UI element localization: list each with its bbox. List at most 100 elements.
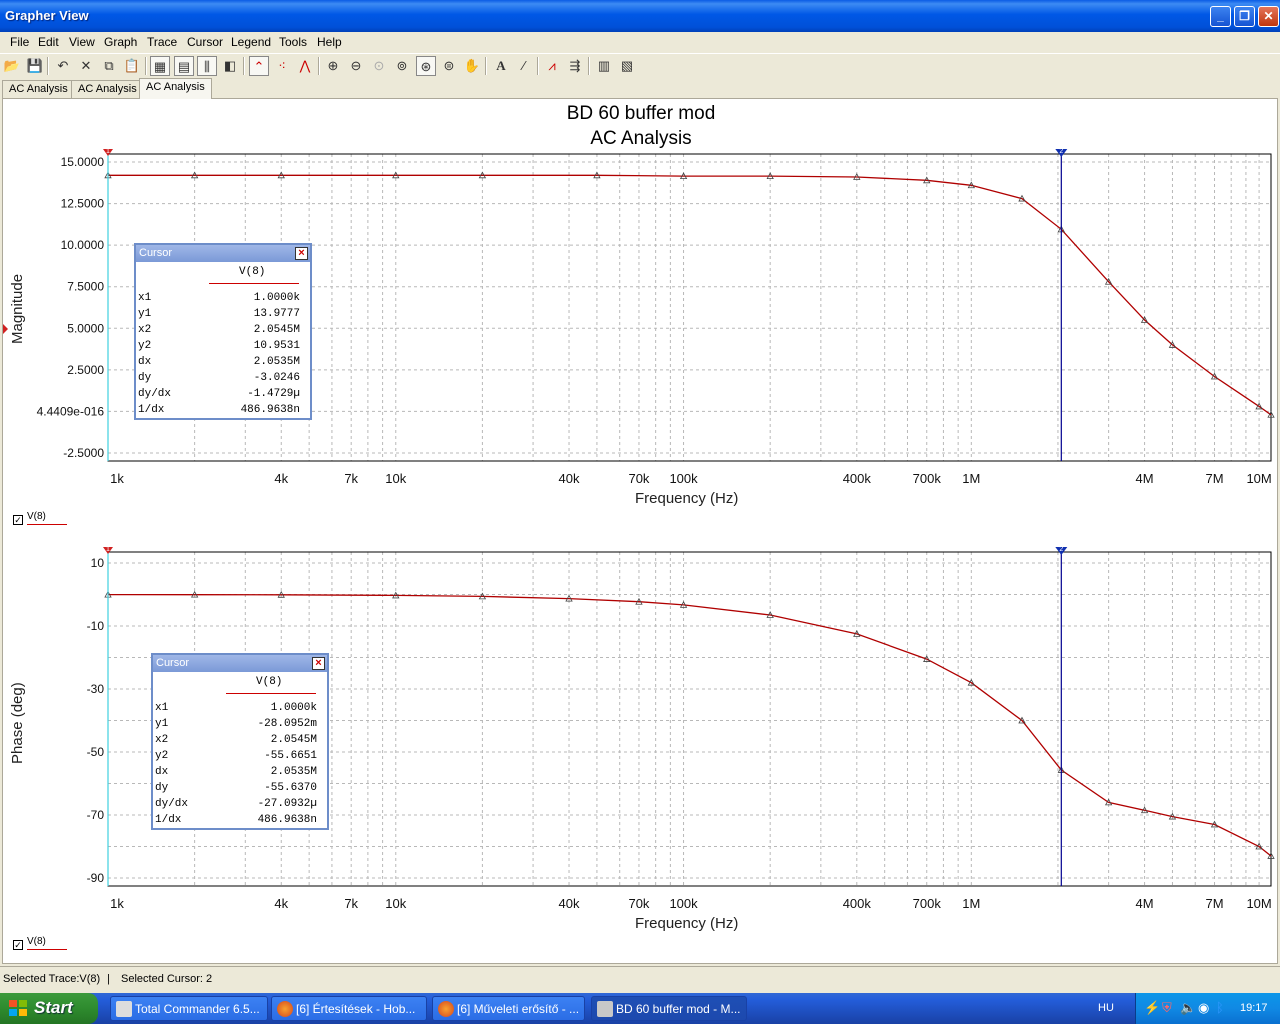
cursor-row: x1 1.0000k [153,700,327,716]
overlay-traces-icon[interactable]: ⩘ [548,58,556,73]
close-icon[interactable]: × [295,247,308,260]
zoom-x-icon[interactable]: ⊚ [396,58,408,73]
cut-icon[interactable]: ✕ [80,58,92,73]
data-point [392,591,400,599]
cursor-row-key: x2 [138,324,152,336]
magnitude-legend[interactable]: ✓ V(8) [9,511,79,529]
legend-trace-name: V(8) [27,511,46,522]
clock[interactable]: 19:17 [1240,1002,1268,1014]
menu-help[interactable]: Help [317,35,342,49]
x-tick-label: 40k [559,896,580,911]
data-point [766,172,774,180]
taskbar-button-grapher[interactable]: BD 60 buffer mod - M... [591,996,747,1021]
zoom-y-icon[interactable]: ⊛ [416,56,436,76]
cursor-row-value: -1.4729µ [247,388,300,400]
network-icon[interactable]: ⚡ [1144,1000,1161,1015]
taskbar-button-label: [6] Értesítések - Hob... [296,1002,416,1016]
menu-cursor[interactable]: Cursor [187,35,224,49]
data-point [1210,820,1219,828]
data-point [1267,852,1275,859]
start-label: Start [34,998,73,1017]
x-tick-label: 1M [962,896,980,911]
cursor-row: 1/dx 486.9638n [153,812,327,828]
cursor-title: Cursor [156,657,190,669]
pan-hand-icon[interactable]: ✋ [463,58,481,73]
tab-ac-analysis-1[interactable]: AC Analysis [2,80,75,99]
data-point [1168,812,1177,820]
export-icon[interactable]: ⇶ [569,58,581,73]
data-point [679,172,688,180]
close-icon[interactable]: × [312,657,325,670]
menu-file[interactable]: File [10,35,30,49]
status-separator: | [107,973,110,985]
text-label-icon[interactable]: A [496,58,506,73]
taskbar-button-firefox-2[interactable]: [6] Műveleti erősítő - ... [432,996,585,1021]
grid-icon[interactable]: ▦ [150,56,170,76]
total-commander-icon [116,1001,132,1017]
zoom-area-icon[interactable]: ⊜ [443,58,455,73]
minimize-button[interactable]: _ [1210,6,1231,27]
taskbar: Start Total Commander 6.5... [6] Értesít… [0,993,1280,1024]
show-points-icon[interactable]: ⁖ [278,58,286,73]
volume-icon[interactable]: 🔈 [1180,1000,1197,1015]
zoom-in-icon[interactable]: ⊕ [327,58,339,73]
menu-edit[interactable]: Edit [38,35,59,49]
menu-legend[interactable]: Legend [231,35,272,49]
reverse-colors-icon[interactable]: ◧ [223,58,237,73]
cursors-icon[interactable]: ⫼ [197,56,217,76]
label-icon[interactable]: ⁄ [522,58,526,73]
cursor-readout-phase[interactable]: Cursor × V(8) x1 1.0000k y1 -28.0952m x2 2.05… [151,653,329,830]
cursor-readout-magnitude[interactable]: Cursor × V(8) x1 1.0000k y1 13.9777 x2 2.0545… [134,243,312,420]
zoom-full-icon[interactable]: ⊙ [373,58,385,73]
window-title: Grapher View [5,8,89,23]
tab-ac-analysis-2[interactable]: AC Analysis [71,80,144,99]
menu-trace[interactable]: Trace [147,35,178,49]
cursor-2-handle [1055,547,1068,555]
cursor-window-title[interactable]: Cursor × [153,655,327,672]
trace-visible-checkbox[interactable]: ✓ [13,940,23,950]
copy-icon[interactable]: ⧉ [104,58,114,73]
zoom-out-icon[interactable]: ⊖ [350,58,362,73]
trace-visible-checkbox[interactable]: ✓ [13,515,23,525]
save-icon[interactable]: 💾 [26,58,44,73]
data-point [593,171,601,179]
y-tick-label: 10.0000 [61,238,105,252]
cursor-window-title[interactable]: Cursor × [136,245,310,262]
cursor-row-value: 1.0000k [253,292,300,304]
menu-view[interactable]: View [69,35,95,49]
taskbar-button-firefox-1[interactable]: [6] Értesítések - Hob... [271,996,427,1021]
legend-icon[interactable]: ▤ [174,56,194,76]
page-properties-icon[interactable]: ▧ [620,58,634,73]
plots-svg[interactable]: 15.0000 12.5000 10.0000 7.5000 5.0000 2.5000 4… [3,99,1279,965]
maximize-button[interactable]: ❐ [1234,6,1255,27]
cursor-row-key: 1/dx [155,814,182,826]
cursor-row-value: 10.9531 [253,340,300,352]
data-point [967,678,975,686]
undo-icon[interactable]: ↶ [57,58,69,73]
cursor-row: dx 2.0535M [153,764,327,780]
properties-icon[interactable]: ▥ [597,58,611,73]
language-indicator[interactable]: HU [1098,1002,1114,1014]
tab-ac-analysis-3[interactable]: AC Analysis [139,78,212,99]
menu-tools[interactable]: Tools [279,35,308,49]
antivirus-icon[interactable]: ◉ [1198,1000,1210,1015]
paste-icon[interactable]: 📋 [123,58,141,73]
bluetooth-icon[interactable]: ᛒ [1216,1000,1224,1015]
taskbar-button-total-commander[interactable]: Total Commander 6.5... [110,996,268,1021]
data-point [635,597,643,605]
start-button[interactable]: Start [0,993,98,1024]
x-tick-label: 1k [110,471,124,486]
shield-icon[interactable]: ⛨ [1162,1000,1172,1015]
taskbar-button-label: [6] Műveleti erősítő - ... [457,1002,580,1016]
menu-graph[interactable]: Graph [104,35,138,49]
menu-bar: File Edit View Graph Trace Cursor Legend… [0,32,1280,52]
cursor-row: y1 13.9777 [136,306,310,322]
graph-area[interactable]: BD 60 buffer mod AC Analysis 15.0000 12.5… [2,98,1278,964]
show-line-icon[interactable]: ⌃ [249,56,269,76]
open-icon[interactable]: 📂 [3,58,21,73]
cursor-1-label: 1 [106,148,110,155]
close-button[interactable]: ✕ [1258,6,1279,27]
data-point [766,611,774,618]
phase-legend[interactable]: ✓ V(8) [9,936,79,954]
line-points-icon[interactable]: ⋀ [299,58,311,73]
